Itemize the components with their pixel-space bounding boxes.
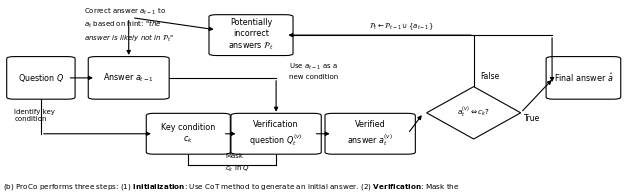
Text: Mask: Mask bbox=[225, 153, 243, 159]
Text: Verification
question $Q_t^{(v)}$: Verification question $Q_t^{(v)}$ bbox=[250, 120, 303, 148]
FancyBboxPatch shape bbox=[546, 57, 621, 99]
Text: $c_k$ in $Q$: $c_k$ in $Q$ bbox=[225, 163, 250, 174]
Text: Answer $a_{t-1}$: Answer $a_{t-1}$ bbox=[103, 72, 154, 84]
Text: Verified
answer $a_t^{(v)}$: Verified answer $a_t^{(v)}$ bbox=[348, 120, 393, 148]
Text: Potentially
incorrect
answers $\mathcal{P}_t$: Potentially incorrect answers $\mathcal{… bbox=[228, 18, 274, 52]
Text: Identify key
condition: Identify key condition bbox=[14, 109, 55, 122]
Text: Correct answer $a_{t-1}$ to
$a_t$ based on hint: "$\it{the}$
$\it{answer\ is\ li: Correct answer $a_{t-1}$ to $a_t$ based … bbox=[84, 6, 173, 44]
FancyBboxPatch shape bbox=[88, 57, 169, 99]
FancyBboxPatch shape bbox=[6, 57, 75, 99]
FancyBboxPatch shape bbox=[325, 113, 415, 154]
Text: $\mathcal{P}_t \leftarrow \mathcal{P}_{t-1} \cup \{a_{t-1}\}$: $\mathcal{P}_t \leftarrow \mathcal{P}_{t… bbox=[369, 21, 434, 32]
Text: False: False bbox=[480, 72, 499, 81]
Text: Key condition
$c_k$: Key condition $c_k$ bbox=[161, 123, 216, 145]
FancyBboxPatch shape bbox=[209, 15, 293, 55]
Text: True: True bbox=[524, 113, 540, 123]
Text: (b) ProCo performs three steps: (1) $\bf{Initialization}$: Use CoT method to gen: (b) ProCo performs three steps: (1) $\bf… bbox=[3, 182, 460, 192]
Text: Question $\it{Q}$: Question $\it{Q}$ bbox=[18, 72, 64, 84]
Text: $a_t^{(v)} \Leftrightarrow c_k$?: $a_t^{(v)} \Leftrightarrow c_k$? bbox=[457, 105, 490, 120]
Text: Final answer $\hat{a}$: Final answer $\hat{a}$ bbox=[554, 72, 613, 84]
FancyBboxPatch shape bbox=[231, 113, 321, 154]
Text: Use $a_{t-1}$ as a
new condition: Use $a_{t-1}$ as a new condition bbox=[289, 62, 338, 80]
Polygon shape bbox=[427, 87, 521, 139]
FancyBboxPatch shape bbox=[147, 113, 230, 154]
